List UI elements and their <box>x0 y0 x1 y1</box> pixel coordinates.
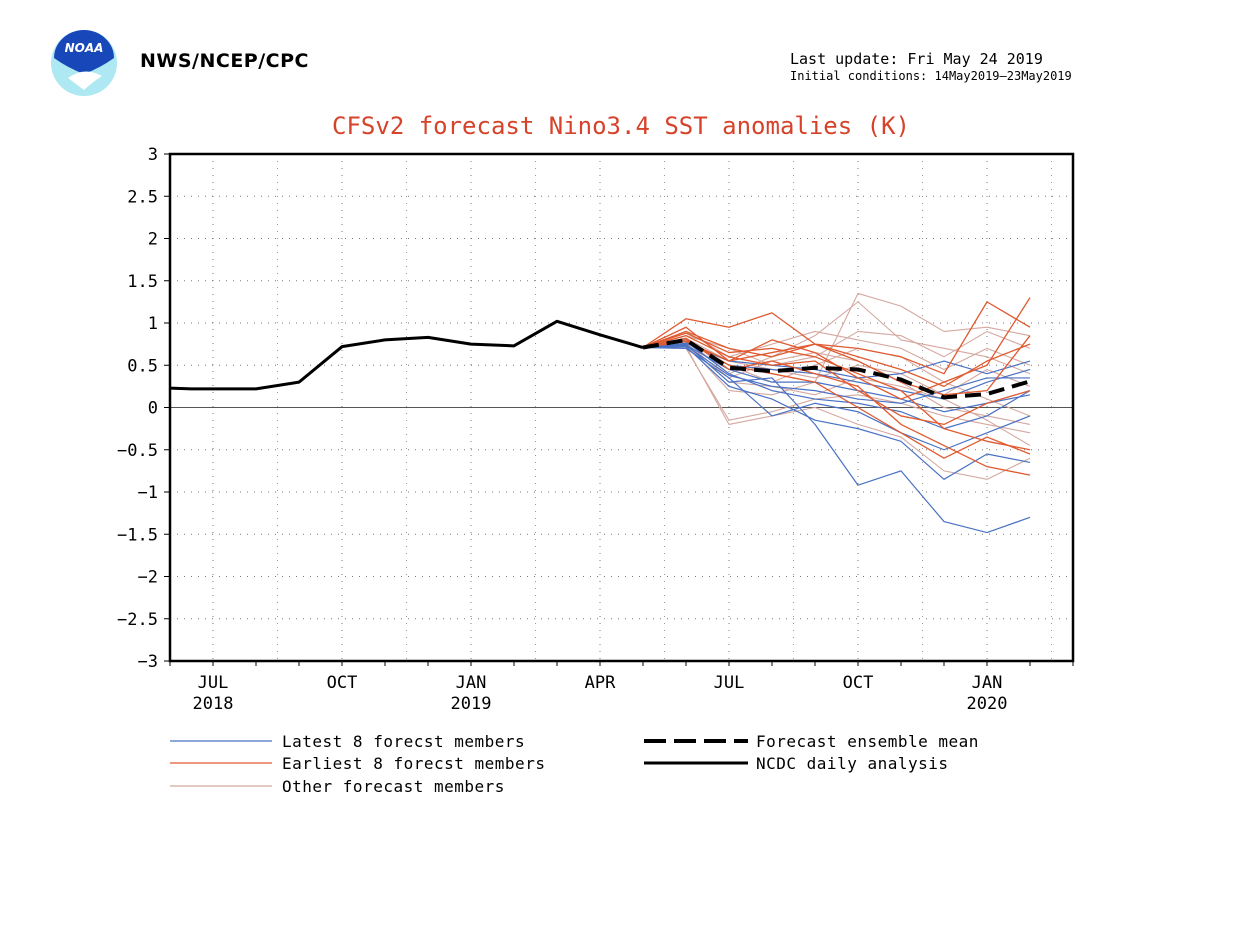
plot-frame <box>168 152 1075 663</box>
other-member-line <box>642 346 1031 480</box>
earliest-member-line <box>642 335 1031 426</box>
y-tick-label: −2.5 <box>117 610 158 630</box>
noaa-logo-text: NOAA <box>65 41 104 55</box>
initial-conditions-label: Initial conditions: 14May2019–23May2019 <box>790 69 1072 83</box>
earliest-member-line <box>642 330 1031 396</box>
x-tick-label: OCT <box>327 673 358 693</box>
y-tick-label: 0 <box>148 399 158 419</box>
y-tick-label: 1 <box>148 314 158 334</box>
y-tick-label: 2 <box>148 230 158 250</box>
earliest-member-line <box>642 301 1031 375</box>
y-tick-label: −0.5 <box>117 441 158 461</box>
legend-other-label: Other forecast members <box>282 777 505 796</box>
y-tick-label: −1.5 <box>117 525 158 545</box>
other-member-line <box>642 330 1031 366</box>
y-tick-label: −1 <box>138 483 158 503</box>
x-year-label: 2018 <box>193 694 234 714</box>
other-member-line <box>642 346 1031 434</box>
ncdc-analysis-line <box>169 319 644 391</box>
latest-member-line <box>642 344 1031 413</box>
last-update-label: Last update: Fri May 24 2019 <box>790 50 1043 68</box>
other-member-line <box>642 337 1031 396</box>
earliest-member-line <box>642 340 1031 388</box>
earliest-member-line <box>642 339 1031 459</box>
x-tick-label: JAN <box>972 673 1003 693</box>
y-tick-label: −2 <box>138 568 158 588</box>
x-tick-label: JAN <box>456 673 487 693</box>
y-tick-label: 3 <box>148 145 158 165</box>
legend-mean-label: Forecast ensemble mean <box>756 732 979 751</box>
x-year-label: 2020 <box>967 694 1008 714</box>
x-year-label: 2019 <box>451 694 492 714</box>
latest-member-line <box>642 346 1031 451</box>
latest-member-line <box>642 346 1031 480</box>
x-tick-label: JUL <box>198 673 229 693</box>
earliest-member-line <box>642 337 1031 476</box>
legend-latest-label: Latest 8 forecst members <box>282 732 526 751</box>
y-tick-label: 1.5 <box>127 272 158 292</box>
noaa-logo: NOAA <box>50 28 118 98</box>
other-member-line <box>642 292 1031 396</box>
y-tick-label: 0.5 <box>127 356 158 376</box>
ensemble-mean-line <box>642 337 1031 400</box>
chart-title: CFSv2 forecast Nino3.4 SST anomalies (K) <box>332 112 910 140</box>
earliest-member-line <box>642 332 1031 451</box>
agency-label: NWS/NCEP/CPC <box>140 50 309 72</box>
x-tick-label: APR <box>585 673 616 693</box>
legend-analysis-label: NCDC daily analysis <box>756 754 949 773</box>
x-tick-label: OCT <box>843 673 874 693</box>
legend-earliest-label: Earliest 8 forecst members <box>282 754 546 773</box>
y-tick-label: −3 <box>138 652 158 672</box>
y-tick-label: 2.5 <box>127 187 158 207</box>
x-tick-label: JUL <box>714 673 745 693</box>
